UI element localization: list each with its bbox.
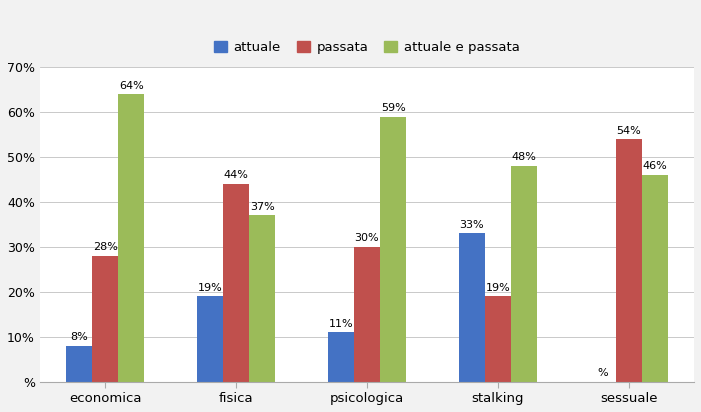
Text: 46%: 46% [642, 162, 667, 171]
Bar [458, 234, 484, 382]
Text: 48%: 48% [512, 152, 536, 162]
Bar [484, 296, 511, 382]
Text: 54%: 54% [616, 126, 641, 136]
Text: 19%: 19% [485, 283, 510, 293]
Bar [354, 247, 380, 382]
Text: 11%: 11% [329, 318, 353, 329]
Legend: attuale, passata, attuale e passata: attuale, passata, attuale e passata [209, 36, 525, 60]
Text: 37%: 37% [250, 202, 275, 212]
Bar [223, 184, 249, 382]
Text: 19%: 19% [198, 283, 222, 293]
Bar [66, 346, 92, 382]
Bar [118, 94, 144, 382]
Bar [249, 215, 275, 382]
Text: 44%: 44% [224, 171, 249, 180]
Text: 59%: 59% [381, 103, 405, 113]
Bar [327, 332, 354, 382]
Text: %: % [597, 368, 608, 378]
Bar [197, 296, 223, 382]
Bar [92, 256, 118, 382]
Text: 64%: 64% [119, 81, 144, 91]
Bar [615, 139, 641, 382]
Text: 28%: 28% [93, 242, 118, 252]
Text: 30%: 30% [355, 233, 379, 243]
Bar [511, 166, 537, 382]
Text: 33%: 33% [459, 220, 484, 230]
Text: 8%: 8% [70, 332, 88, 342]
Bar [641, 175, 668, 382]
Bar [380, 117, 406, 382]
